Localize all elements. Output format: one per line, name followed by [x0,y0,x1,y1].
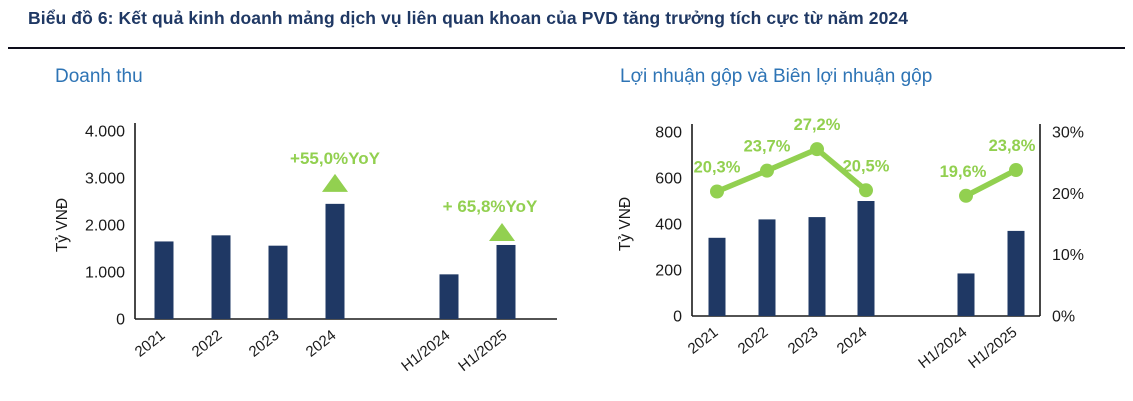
left-y-tick-label: 0 [673,309,682,326]
gross-profit-bar-2024 [857,201,875,316]
y-tick-label: 2.000 [85,218,125,235]
y-tick-label: 3.000 [85,171,125,188]
revenue-bar-2024 [325,203,345,319]
revenue-bar-2021 [154,241,174,319]
margin-point-2023 [810,142,824,157]
margin-data-label: 23,8% [989,137,1036,155]
x-tick-label: H1/2025 [455,327,510,375]
margin-chart: 0 200 400 600 800 0% 10% 20% 30% Tỷ VNĐ 2021 2022 20… [617,116,1084,372]
y-tick-label: 4.000 [85,124,125,141]
x-tick-label: 2021 [132,327,169,361]
gross-profit-bar-H1/2025 [1007,230,1025,316]
margin-point-2021 [710,184,724,199]
margin-point-2022 [760,163,774,178]
margin-data-label: 19,6% [940,163,987,181]
revenue-bar-2023 [268,245,288,319]
x-tick-label: 2024 [303,327,340,361]
gross-profit-bar-2021 [708,237,726,316]
margin-line-segment [714,146,869,195]
y-tick-label: 0 [116,312,125,329]
revenue-chart-panel: Doanh thu 0 1.000 2.000 3.000 4.000 Tỷ VNĐ 202… [30,60,575,401]
y-axis-title: Tỷ VNĐ [617,197,634,251]
revenue-bar-H1/2024 [439,274,459,319]
title-underline [8,47,1125,49]
left-y-tick-label: 600 [655,171,682,188]
yoy-annotation-text: + 65,8%YoY [443,197,538,216]
x-tick-label: 2022 [735,324,772,358]
x-tick-label: H1/2024 [915,324,970,372]
margin-data-label: 23,7% [744,138,791,156]
revenue-chart-title: Doanh thu [55,66,143,87]
right-y-tick-label: 10% [1052,247,1084,264]
margin-point-H1/2024 [959,188,973,203]
triangle-up-icon [489,222,515,241]
page-title: Biểu đồ 6: Kết quả kinh doanh mảng dịch … [28,8,909,28]
margin-point-2024 [859,183,873,198]
left-y-tick-label: 800 [655,125,682,142]
gross-profit-bar-2023 [808,217,826,316]
triangle-up-icon [322,173,348,192]
y-tick-label: 1.000 [85,265,125,282]
margin-chart-panel: Lợi nhuận gộp và Biên lợi nhuận gộp 0 200… [600,60,1133,401]
margin-data-label: 27,2% [794,116,841,134]
right-y-tick-label: 20% [1052,186,1084,203]
margin-line-segment [963,167,1019,199]
margin-chart-title: Lợi nhuận gộp và Biên lợi nhuận gộp [620,66,933,87]
gross-profit-bar-H1/2024 [957,273,975,316]
x-tick-label: 2023 [785,324,822,358]
right-y-tick-label: 30% [1052,125,1084,142]
yoy-annotation-text: +55,0%YoY [290,149,381,168]
revenue-chart: 0 1.000 2.000 3.000 4.000 Tỷ VNĐ 2021 2022 2023 2… [54,123,557,375]
margin-data-label: 20,3% [694,158,741,176]
left-y-tick-label: 200 [655,263,682,280]
x-tick-label: 2022 [189,327,226,361]
x-tick-label: H1/2025 [965,324,1020,372]
right-y-tick-label: 0% [1052,309,1075,326]
revenue-bar-2022 [211,235,231,319]
left-y-tick-label: 400 [655,217,682,234]
gross-profit-bar-2022 [758,219,776,316]
x-tick-label: 2023 [246,327,283,361]
revenue-bar-H1/2025 [496,244,516,319]
margin-point-H1/2025 [1009,163,1023,178]
x-tick-label: 2024 [834,324,871,358]
x-tick-label: 2021 [685,324,722,358]
x-tick-label: H1/2024 [398,327,453,375]
margin-data-label: 20,5% [843,157,890,175]
y-axis-title: Tỷ VNĐ [54,198,71,252]
